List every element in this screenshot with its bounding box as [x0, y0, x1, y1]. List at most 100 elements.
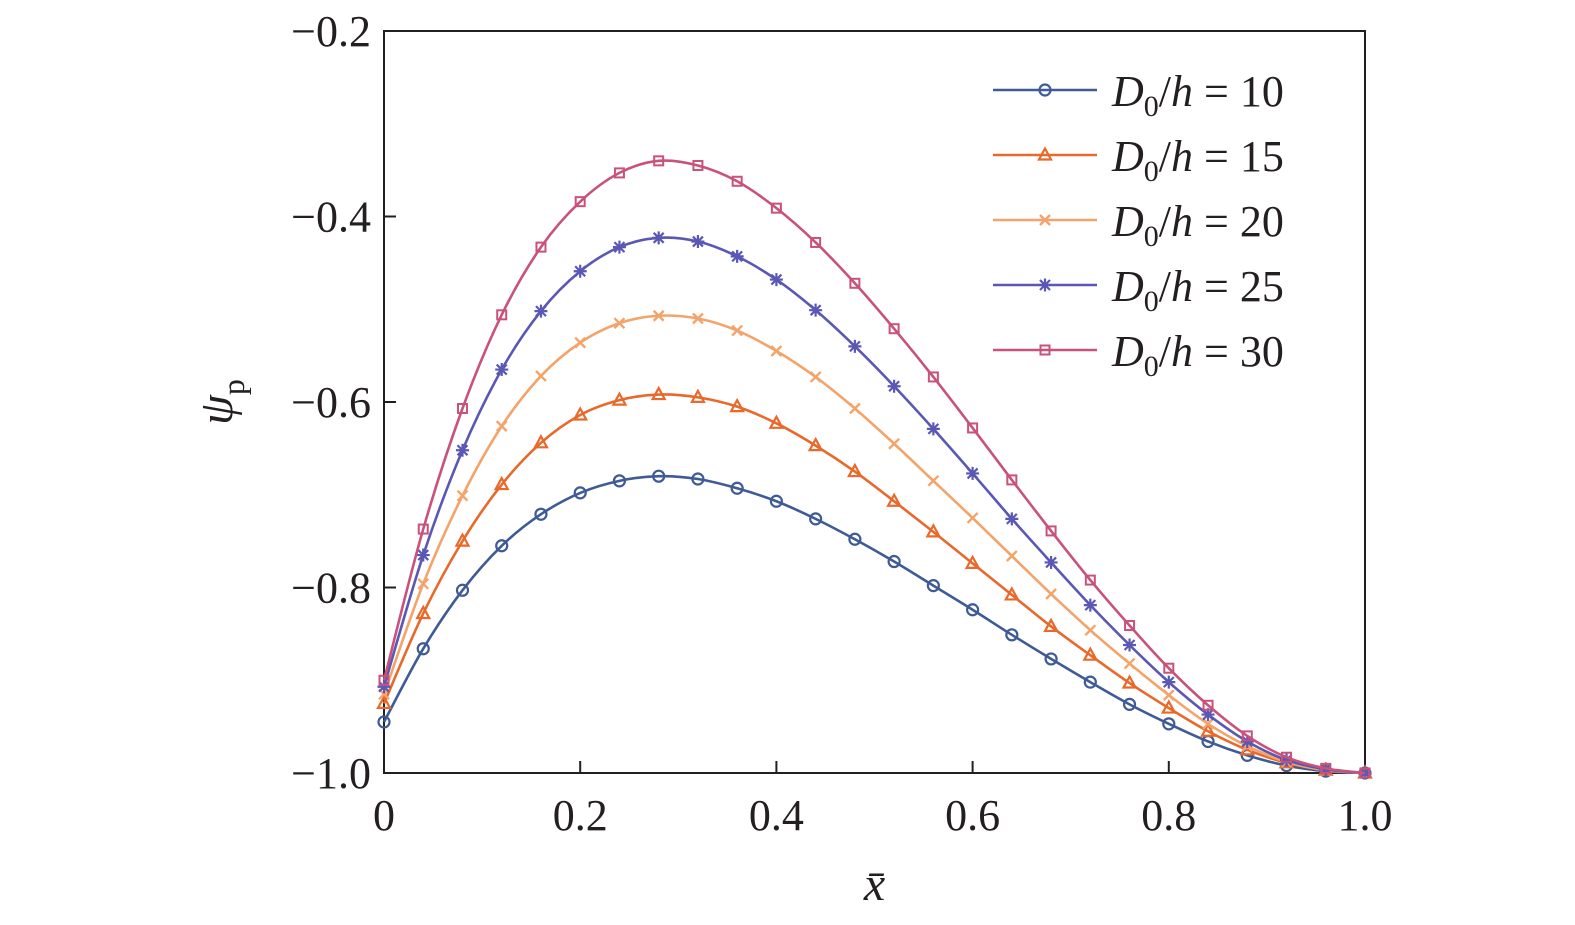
- data-point: [1201, 708, 1215, 722]
- data-point: [456, 489, 469, 502]
- data-point: [886, 492, 902, 507]
- data-point: [611, 391, 628, 406]
- legend-h: h: [1171, 262, 1193, 311]
- data-point: [964, 554, 981, 569]
- data-point: [1202, 699, 1214, 711]
- legend-slash: /: [1159, 67, 1172, 116]
- data-point: [967, 422, 979, 434]
- series-line: [382, 159, 1366, 775]
- data-point: [652, 309, 665, 322]
- legend-param: D: [1111, 132, 1144, 181]
- data-point: [809, 303, 823, 317]
- data-point: [378, 674, 390, 686]
- data-point: [1084, 624, 1097, 637]
- legend-value: = 15: [1193, 132, 1284, 181]
- data-point: [690, 388, 706, 403]
- data-point: [888, 437, 900, 450]
- data-point: [496, 309, 508, 321]
- y-tick-label: −1.0: [291, 749, 371, 798]
- legend-slash: /: [1159, 197, 1172, 246]
- data-point: [770, 345, 783, 357]
- data-point: [574, 196, 586, 208]
- legend-subscript: 0: [1144, 220, 1159, 253]
- data-point: [1162, 717, 1176, 731]
- legend-param: D: [1111, 262, 1144, 311]
- series: [378, 309, 1371, 779]
- legend-value: = 25: [1193, 262, 1284, 311]
- data-point: [770, 202, 782, 214]
- data-point: [887, 554, 901, 569]
- x-tick-label: 0.2: [553, 791, 608, 840]
- series-line: [382, 236, 1366, 775]
- data-point: [455, 583, 470, 597]
- y-axis-symbol: ψ: [190, 394, 243, 425]
- legend-h: h: [1171, 197, 1193, 246]
- data-point: [1045, 525, 1057, 537]
- data-point: [1038, 278, 1052, 292]
- data-point: [1039, 214, 1051, 226]
- legend-h: h: [1171, 327, 1193, 376]
- legend-label: D0/h = 30: [1111, 327, 1284, 383]
- data-point: [925, 523, 942, 538]
- data-point: [574, 336, 587, 349]
- legend-entry: D0/h = 25: [993, 262, 1284, 318]
- data-point: [493, 475, 510, 491]
- data-point: [1359, 767, 1371, 779]
- data-point: [1162, 689, 1175, 701]
- data-point: [809, 371, 822, 383]
- data-point: [1006, 474, 1018, 486]
- y-axis-label: ψp: [190, 379, 251, 425]
- legend-label: D0/h = 25: [1111, 262, 1284, 318]
- series: [378, 155, 1371, 779]
- data-point: [1005, 550, 1018, 562]
- data-point: [769, 273, 783, 287]
- data-point: [456, 402, 468, 414]
- legend-entry: D0/h = 15: [993, 132, 1284, 188]
- data-point: [730, 249, 744, 263]
- data-point: [888, 323, 900, 335]
- data-point: [926, 422, 940, 436]
- data-point: [415, 604, 432, 620]
- data-point: [613, 167, 625, 179]
- data-point: [1200, 722, 1216, 737]
- data-point: [809, 512, 823, 526]
- data-point: [573, 486, 587, 500]
- data-point: [1005, 628, 1019, 642]
- data-point: [966, 512, 979, 524]
- data-point: [887, 379, 901, 393]
- data-point: [612, 240, 626, 254]
- legend-subscript: 0: [1144, 155, 1159, 188]
- legend-value: = 10: [1193, 67, 1284, 116]
- data-point: [1083, 675, 1097, 689]
- data-point: [534, 507, 548, 521]
- data-point: [729, 397, 746, 413]
- data-point: [1082, 646, 1099, 661]
- x-tick-label: 0.4: [749, 791, 804, 840]
- data-point: [1320, 762, 1332, 774]
- x-tick-label: 1.0: [1338, 791, 1393, 840]
- data-point: [653, 155, 665, 167]
- data-point: [1241, 730, 1253, 742]
- data-point: [965, 603, 980, 617]
- legend-slash: /: [1159, 262, 1172, 311]
- data-point: [1160, 699, 1177, 714]
- legend-param: D: [1111, 327, 1144, 376]
- legend-value: = 30: [1193, 327, 1284, 376]
- data-point: [810, 236, 822, 248]
- legend-subscript: 0: [1144, 350, 1159, 383]
- legend-entry: D0/h = 20: [993, 197, 1284, 253]
- legend-subscript: 0: [1144, 90, 1159, 123]
- data-point: [1084, 574, 1096, 586]
- data-point: [495, 363, 509, 377]
- series: [376, 385, 1373, 779]
- data-point: [1003, 586, 1020, 601]
- y-tick-label: −0.8: [291, 564, 371, 613]
- data-point: [731, 324, 744, 337]
- data-point: [416, 642, 430, 656]
- data-point: [849, 277, 861, 289]
- data-point: [1043, 617, 1059, 633]
- data-point: [416, 548, 430, 562]
- data-point: [417, 523, 429, 535]
- data-point: [691, 472, 705, 486]
- data-point: [691, 235, 705, 249]
